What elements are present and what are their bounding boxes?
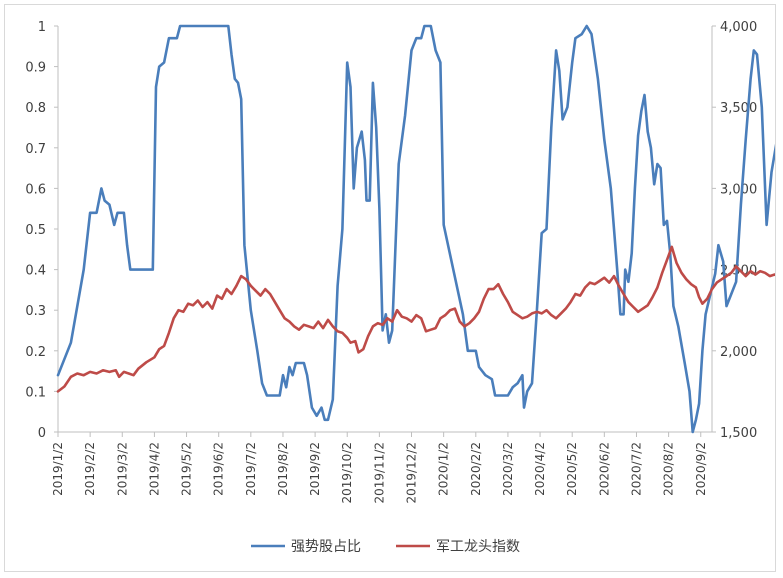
right-y-tick-label: 3,500 [720,101,757,116]
left-y-tick-label: 0.5 [25,223,46,238]
x-tick-label: 2019/12/2 [405,442,419,504]
x-tick-label: 2019/5/2 [180,442,194,496]
x-tick-label: 2019/9/2 [308,442,322,496]
x-tick-label: 2019/7/2 [244,442,258,496]
left-y-tick-labels: 0 0.1 0.2 0.3 0.4 0.5 0.6 0.7 0.8 0.9 1 [25,20,58,441]
x-tick-label: 2019/11/2 [372,442,386,504]
x-tick-labels: 2019/1/2 2019/2/2 2019/3/2 2019/4/2 2019/5/2… [51,432,708,504]
chart-frame: 0 0.1 0.2 0.3 0.4 0.5 0.6 0.7 0.8 0.9 1 1,500 2,000… [4,4,783,572]
x-tick-label: 2019/8/2 [276,442,290,496]
left-y-tick-label: 0 [38,426,46,441]
x-tick-label: 2020/7/2 [629,442,643,496]
right-y-tick-label: 3,000 [720,182,757,197]
x-tick-label: 2019/4/2 [147,442,161,496]
x-tick-label: 2019/2/2 [83,442,97,496]
x-tick-label: 2020/1/2 [437,442,451,496]
x-tick-label: 2020/5/2 [565,442,579,496]
left-y-tick-label: 0.4 [25,264,46,279]
legend: 强势股占比 军工龙头指数 [251,539,520,555]
legend-label: 军工龙头指数 [436,539,520,555]
right-y-tick-label: 4,000 [720,20,757,35]
x-tick-label: 2020/2/2 [469,442,483,496]
x-tick-label: 2020/4/2 [533,442,547,496]
left-y-tick-label: 0.6 [25,182,46,197]
series-lines [56,24,783,434]
dual-axis-line-chart: 0 0.1 0.2 0.3 0.4 0.5 0.6 0.7 0.8 0.9 1 1,500 2,000… [25,20,783,555]
left-y-tick-label: 0.1 [25,385,46,400]
left-y-tick-label: 0.7 [25,142,46,157]
x-tick-label: 2019/6/2 [212,442,226,496]
series-line-military-index [56,245,783,393]
series-line-strong-stock-ratio [56,24,783,434]
left-y-tick-label: 1 [38,20,46,35]
left-y-tick-label: 0.8 [25,101,46,116]
x-tick-label: 2019/3/2 [115,442,129,496]
legend-label: 强势股占比 [291,539,361,555]
right-y-tick-label: 1,500 [720,426,757,441]
x-tick-label: 2020/6/2 [597,442,611,496]
x-tick-label: 2020/3/2 [501,442,515,496]
left-y-tick-label: 0.9 [25,61,46,76]
x-tick-label: 2019/10/2 [340,442,354,504]
right-y-tick-label: 2,000 [720,345,757,360]
x-tick-label: 2020/9/2 [694,442,708,496]
left-y-tick-label: 0.3 [25,304,46,319]
left-y-tick-label: 0.2 [25,345,46,360]
x-tick-label: 2020/8/2 [662,442,676,496]
x-tick-label: 2019/1/2 [51,442,65,496]
